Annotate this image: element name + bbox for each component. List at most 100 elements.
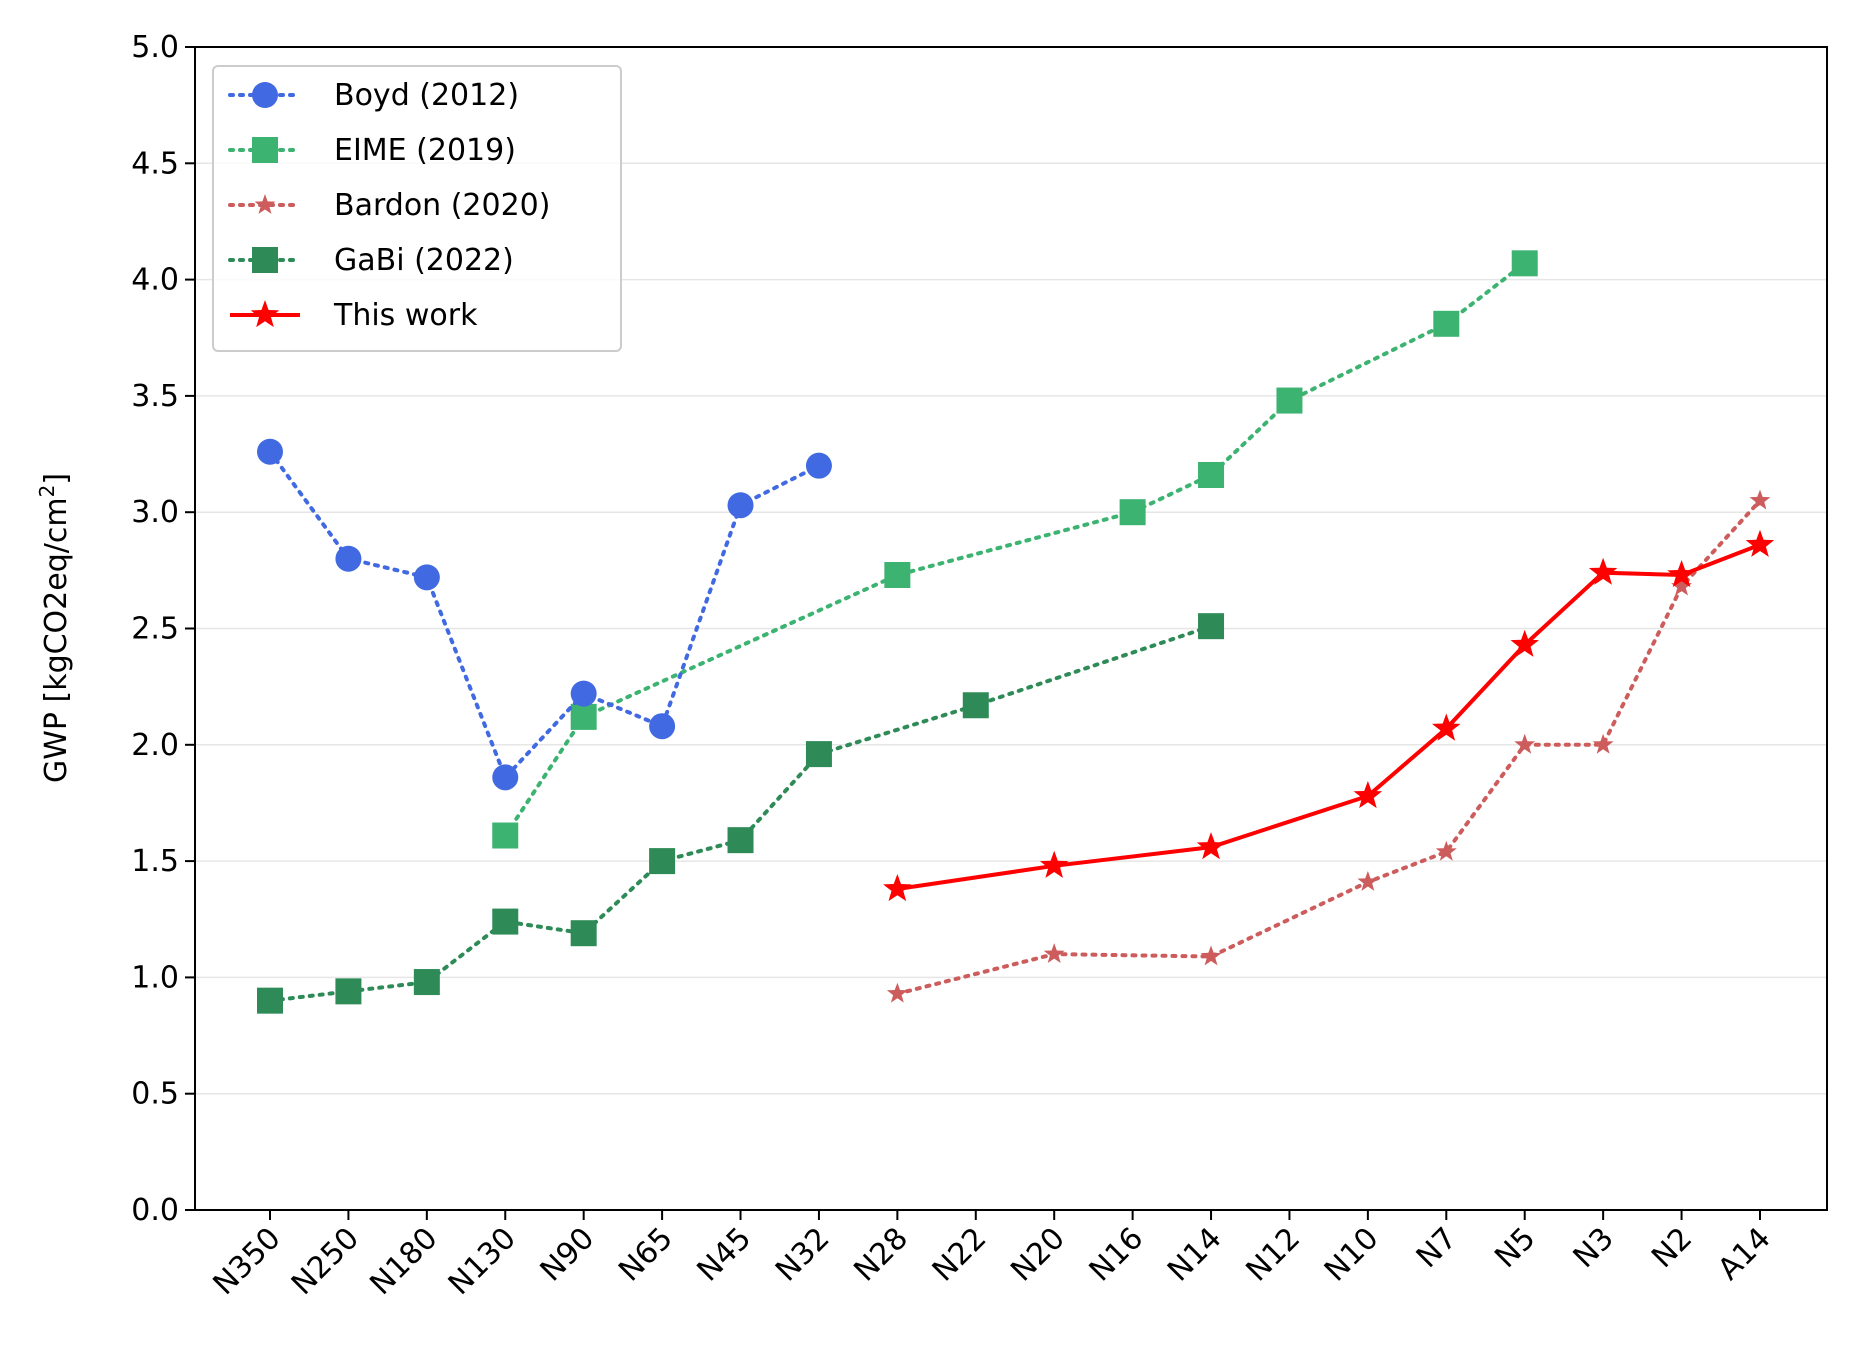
y-tick-label: 1.0 <box>131 960 179 995</box>
series-line-boyd-2012 <box>268 449 821 782</box>
data-point-bardon-2020-n28 <box>886 982 908 1003</box>
x-tick-label: N10 <box>1318 1221 1386 1289</box>
data-point-this-work-n7 <box>1432 713 1461 741</box>
data-point-bardon-2020-n20 <box>1043 943 1065 963</box>
x-tick-label: N3 <box>1567 1221 1621 1275</box>
x-tick-label: N14 <box>1161 1221 1229 1289</box>
data-point-gabi-2022-n22 <box>962 692 989 719</box>
data-point-boyd-2012-n130 <box>492 764 519 791</box>
data-point-boyd-2012-n32 <box>805 452 832 479</box>
y-tick-label: 3.5 <box>131 379 179 414</box>
data-point-bardon-2020-n10 <box>1357 871 1379 891</box>
legend-marker-bardon-2020 <box>254 194 276 214</box>
data-point-this-work-n20 <box>1039 850 1069 878</box>
legend-marker-this-work <box>250 300 280 328</box>
data-point-gabi-2022-n32 <box>805 741 832 768</box>
data-point-bardon-2020-a14 <box>1749 489 1771 510</box>
legend: Boyd (2012) EIME (2019) Bardon (2020) GaBi … <box>212 65 622 352</box>
data-point-gabi-2022-n350 <box>257 987 283 1014</box>
data-point-boyd-2012-n350 <box>257 438 283 465</box>
data-point-this-work-n2 <box>1667 560 1696 588</box>
x-tick-label: N12 <box>1239 1221 1307 1289</box>
x-tick-label: N28 <box>847 1221 915 1289</box>
data-point-boyd-2012-n90 <box>570 680 597 707</box>
data-point-gabi-2022-n180 <box>413 969 440 996</box>
data-point-bardon-2020-n5 <box>1514 733 1536 754</box>
data-point-boyd-2012-n180 <box>413 564 440 591</box>
y-tick-label: 4.5 <box>131 146 179 181</box>
data-point-eime-2019-n90 <box>570 703 597 730</box>
y-axis: 0.0 0.5 1.0 1.5 2.0 2.5 3.0 3.5 4.0 4.5 5.0 <box>131 30 195 1228</box>
data-point-gabi-2022-n250 <box>335 978 362 1005</box>
x-tick-label: N20 <box>1004 1221 1072 1289</box>
x-tick-label: N7 <box>1410 1221 1464 1275</box>
y-tick-label: 4.0 <box>131 263 179 298</box>
series-gabi-2022 <box>257 613 1225 1014</box>
data-point-gabi-2022-n90 <box>570 920 597 947</box>
y-tick-label: 3.0 <box>131 495 179 530</box>
series-layer <box>257 250 1775 1014</box>
y-tick-label: 0.0 <box>131 1193 179 1228</box>
x-tick-label: N5 <box>1488 1221 1542 1275</box>
x-tick-label: N180 <box>363 1221 444 1302</box>
series-line-bardon-2020 <box>895 498 1762 996</box>
y-axis-label-main: GWP [kgCO2eq/cm <box>39 497 74 783</box>
data-point-bardon-2020-n7 <box>1435 840 1457 861</box>
series-boyd-2012 <box>257 438 832 791</box>
y-axis-label-suffix: ] <box>39 473 74 485</box>
series-line-eime-2019 <box>503 261 1527 838</box>
y-tick-label: 0.5 <box>131 1077 179 1112</box>
y-tick-label: 1.5 <box>131 844 179 879</box>
legend-label-eime-2019: EIME (2019) <box>334 133 516 168</box>
x-tick-label: N22 <box>926 1221 994 1289</box>
series-this-work <box>883 529 1775 902</box>
data-point-this-work-n10 <box>1353 781 1383 809</box>
data-point-bardon-2020-n3 <box>1592 733 1614 754</box>
y-tick-label: 2.0 <box>131 728 179 763</box>
legend-marker-gabi-2022 <box>252 247 278 273</box>
y-axis-label-superscript: 2 <box>35 485 59 498</box>
y-tick-label: 2.5 <box>131 612 179 647</box>
legend-box <box>212 65 622 352</box>
data-point-boyd-2012-n250 <box>335 545 362 572</box>
legend-marker-eime-2019 <box>252 137 278 163</box>
x-tick-label: N250 <box>285 1221 366 1302</box>
series-line-gabi-2022 <box>268 624 1213 1003</box>
data-point-eime-2019-n7 <box>1433 310 1460 337</box>
data-point-this-work-n28 <box>883 874 912 902</box>
data-point-eime-2019-n14 <box>1198 461 1225 488</box>
data-point-eime-2019-n130 <box>492 822 519 849</box>
y-tick-label: 5.0 <box>131 30 179 65</box>
x-tick-label: N32 <box>769 1221 837 1289</box>
data-point-this-work-a14 <box>1745 529 1775 557</box>
legend-label-bardon-2020: Bardon (2020) <box>334 188 550 223</box>
y-axis-label: GWP [kgCO2eq/cm2] <box>35 473 74 783</box>
data-point-gabi-2022-n130 <box>492 908 519 935</box>
x-tick-label: A14 <box>1711 1221 1777 1287</box>
x-tick-label: N90 <box>534 1221 602 1289</box>
data-point-gabi-2022-n14 <box>1198 613 1225 640</box>
x-tick-label: N2 <box>1645 1221 1699 1275</box>
data-point-bardon-2020-n14 <box>1200 945 1222 966</box>
legend-label-boyd-2012: Boyd (2012) <box>334 78 519 113</box>
data-point-boyd-2012-n45 <box>727 492 754 519</box>
data-point-eime-2019-n28 <box>884 562 911 589</box>
data-point-this-work-n3 <box>1588 557 1618 585</box>
data-point-gabi-2022-n45 <box>727 827 754 854</box>
legend-marker-boyd-2012 <box>252 82 278 108</box>
x-tick-label: N65 <box>612 1221 680 1289</box>
data-point-eime-2019-n12 <box>1276 387 1303 414</box>
x-tick-label: N350 <box>207 1221 288 1302</box>
data-point-eime-2019-n16 <box>1119 499 1146 526</box>
legend-label-gabi-2022: GaBi (2022) <box>334 243 514 278</box>
data-point-bardon-2020-n2 <box>1671 575 1692 596</box>
x-tick-label: N130 <box>442 1221 523 1302</box>
series-bardon-2020 <box>886 489 1771 1003</box>
data-point-this-work-n14 <box>1196 832 1226 860</box>
data-point-this-work-n5 <box>1510 629 1539 657</box>
x-tick-label: N45 <box>691 1221 759 1289</box>
data-point-eime-2019-n5 <box>1511 250 1538 277</box>
legend-label-this-work: This work <box>333 298 478 333</box>
